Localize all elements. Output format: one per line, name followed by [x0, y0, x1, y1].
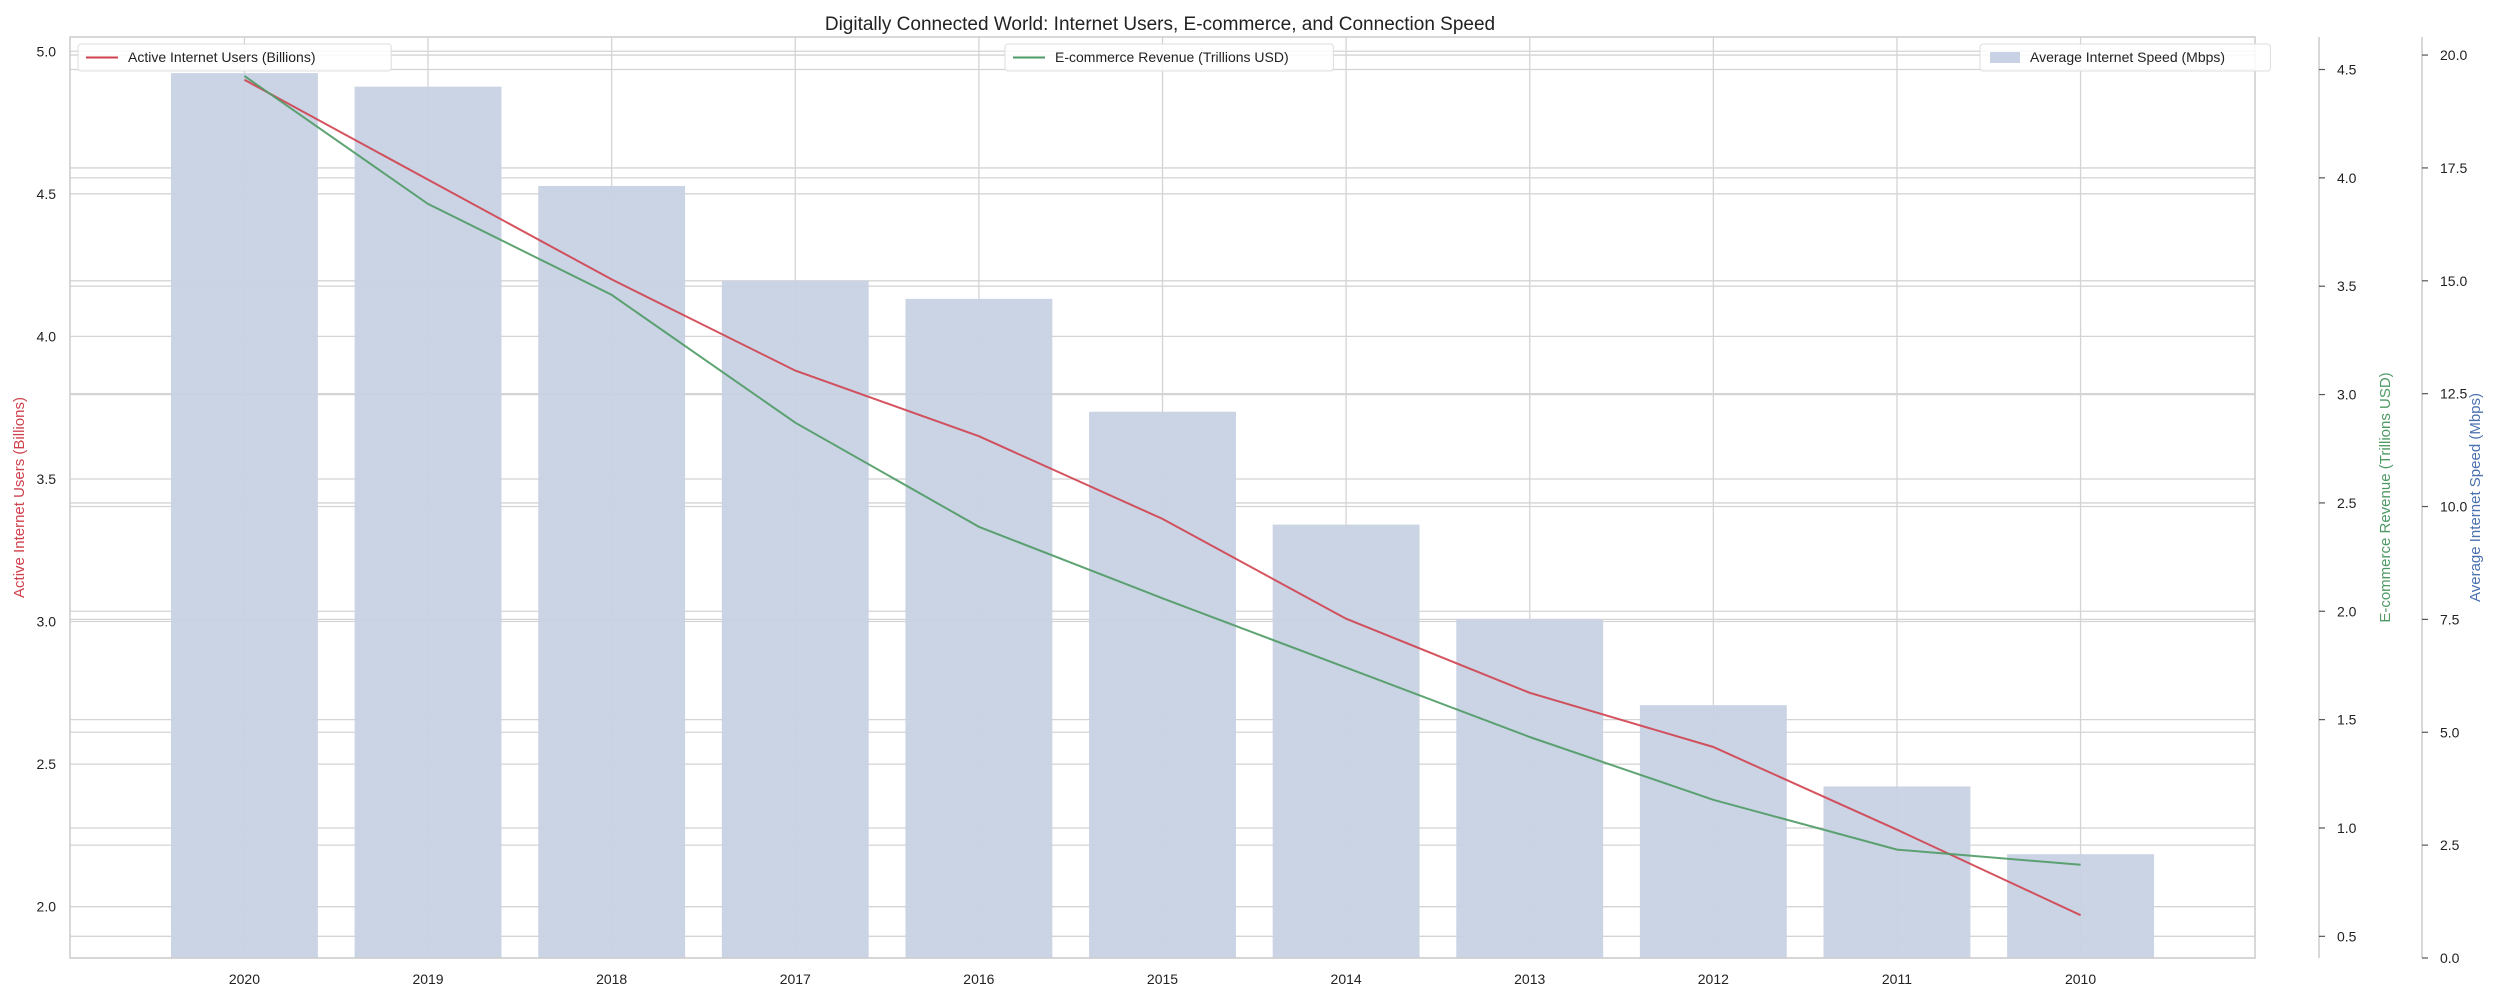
- y-right2-tick-label: 20.0: [2440, 47, 2467, 63]
- y-right1-tick-label: 4.0: [2337, 170, 2357, 186]
- bar-2020: [170, 73, 318, 958]
- y-left-tick-label: 5.0: [37, 43, 57, 59]
- x-tick-label: 2014: [1331, 971, 1362, 987]
- chart-title: Digitally Connected World: Internet User…: [825, 14, 1495, 35]
- y-right2-axis-label: Average Internet Speed (Mbps): [2467, 393, 2484, 602]
- y-right1-tick-label: 0.5: [2337, 928, 2357, 944]
- y-right2-tick-label: 7.5: [2440, 611, 2460, 627]
- legend-box: [1004, 43, 1334, 72]
- x-tick-label: 2020: [229, 971, 260, 987]
- x-tick-label: 2013: [1514, 971, 1545, 987]
- bar-2018: [538, 185, 686, 958]
- legend-label: Average Internet Speed (Mbps): [2030, 49, 2225, 65]
- bar-2019: [354, 86, 502, 959]
- y-right2-tick-label: 12.5: [2440, 386, 2467, 402]
- y-left-axis-label: Active Internet Users (Billions): [11, 397, 28, 598]
- x-tick-label: 2012: [1698, 971, 1729, 987]
- y-right1-axis-label: E-commerce Revenue (Trillions USD): [2377, 372, 2394, 622]
- y-right1-tick-label: 3.5: [2337, 278, 2357, 294]
- y-right1-tick-label: 1.5: [2337, 712, 2357, 728]
- y-right2-tick-label: 15.0: [2440, 273, 2467, 289]
- x-tick-label: 2018: [596, 971, 627, 987]
- x-tick-label: 2010: [2065, 971, 2096, 987]
- legend-label: Active Internet Users (Billions): [128, 49, 316, 65]
- bar-2010: [2007, 854, 2155, 958]
- y-left-tick-label: 3.5: [37, 471, 57, 487]
- y-right1-tick-label: 3.0: [2337, 387, 2357, 403]
- legend-swatch-patch: [1990, 52, 2020, 63]
- bar-2016: [905, 298, 1053, 959]
- y-left-tick-label: 4.5: [37, 186, 57, 202]
- bar-2013: [1456, 619, 1604, 958]
- y-right1-tick-label: 2.5: [2337, 495, 2357, 511]
- y-left-tick-label: 2.0: [37, 899, 57, 915]
- y-left-tick-label: 2.5: [37, 756, 57, 772]
- bar-2015: [1089, 411, 1236, 958]
- legend-2: E-commerce Revenue (Trillions USD): [1004, 43, 1334, 72]
- legend-label: E-commerce Revenue (Trillions USD): [1055, 49, 1289, 65]
- bar-2017: [721, 280, 869, 958]
- legend-3: Average Internet Speed (Mbps): [1979, 43, 2271, 72]
- x-tick-label: 2015: [1147, 971, 1178, 987]
- legend-1: Active Internet Users (Billions): [77, 43, 392, 72]
- line-series-1: [243, 78, 2082, 917]
- y-right2-tick-label: 2.5: [2440, 837, 2460, 853]
- bar-2014: [1272, 524, 1420, 958]
- y-right2-tick-label: 5.0: [2440, 724, 2460, 740]
- bar-2011: [1823, 786, 1971, 958]
- plot-frame: [69, 36, 2256, 959]
- y-left-tick-label: 4.0: [37, 328, 57, 344]
- bar-2012: [1639, 705, 1787, 958]
- x-tick-label: 2019: [412, 971, 443, 987]
- y-left-tick-label: 3.0: [37, 614, 57, 630]
- y-right1-tick-label: 4.5: [2337, 62, 2357, 78]
- y-right1-tick-label: 2.0: [2337, 603, 2357, 619]
- y-right1-tick-label: 1.0: [2337, 820, 2357, 836]
- x-tick-label: 2016: [963, 971, 994, 987]
- y-right2-tick-label: 10.0: [2440, 499, 2467, 515]
- line-series-2: [243, 75, 2081, 866]
- x-tick-label: 2017: [780, 971, 811, 987]
- x-tick-label: 2011: [1882, 971, 1912, 987]
- y-right2-tick-label: 0.0: [2440, 950, 2460, 966]
- legend-box: [77, 43, 392, 72]
- y-right2-tick-label: 17.5: [2440, 160, 2467, 176]
- legend-box: [1979, 43, 2271, 72]
